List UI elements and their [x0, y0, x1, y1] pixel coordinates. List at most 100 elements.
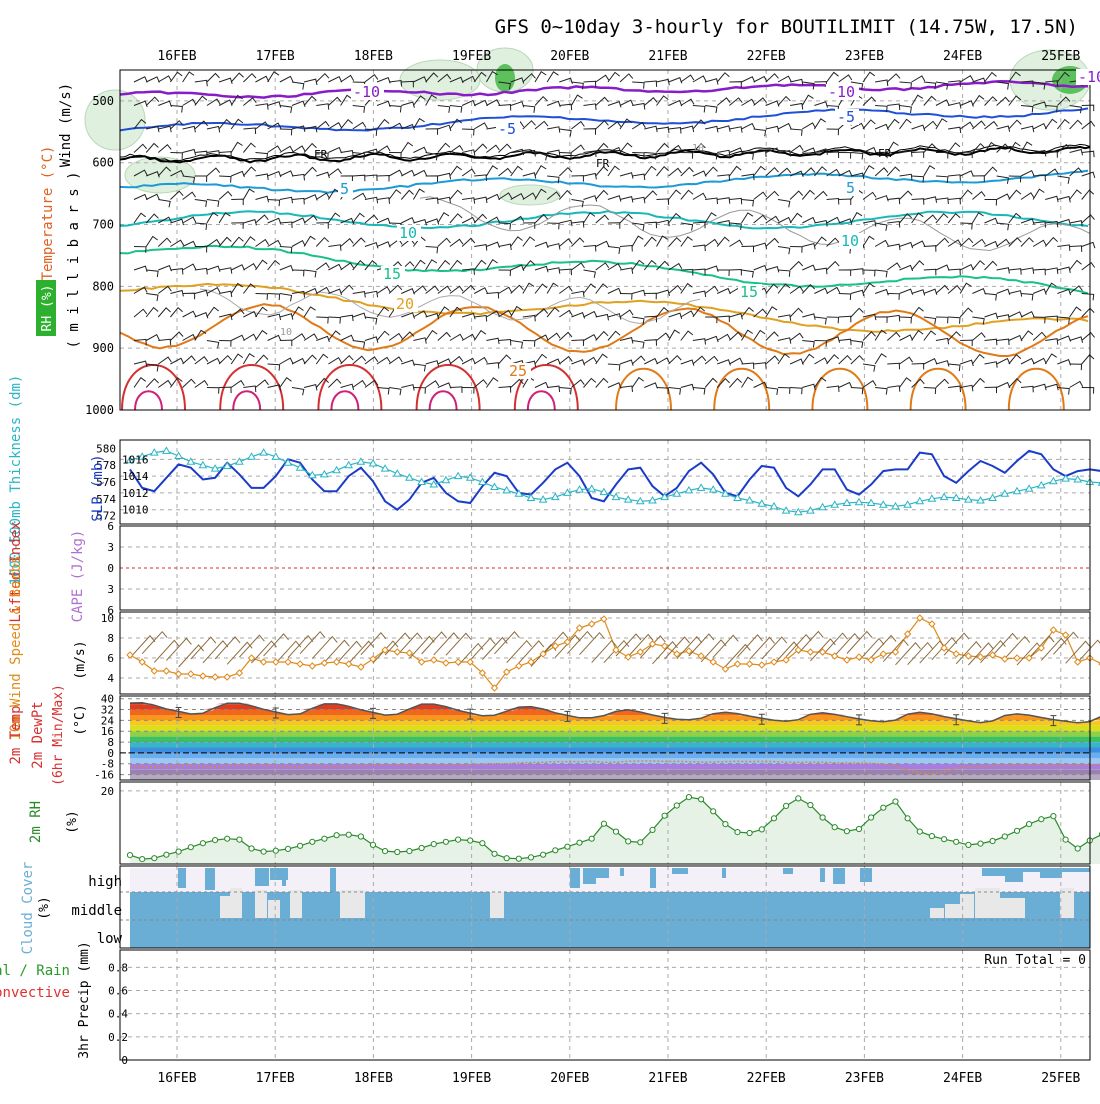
wind-barb — [1070, 120, 1082, 129]
wind-barb — [280, 171, 293, 177]
wind-barb — [304, 236, 315, 246]
wind-barb — [972, 192, 985, 200]
wind-barb — [790, 333, 803, 340]
wind-barb — [243, 167, 255, 176]
rh2m-point — [771, 816, 776, 821]
wind-barb — [766, 332, 779, 341]
wind-barb — [778, 76, 791, 82]
wind-barb — [802, 190, 814, 199]
wind-barb — [596, 284, 608, 294]
wind-barb — [924, 359, 937, 365]
rh2m-point — [200, 841, 205, 846]
wind-barb — [827, 355, 839, 364]
rh2m-point — [589, 836, 594, 841]
wind-barb — [766, 74, 779, 82]
wind-barb — [657, 333, 670, 340]
wind-barb — [316, 336, 329, 342]
wind-barb — [693, 356, 706, 364]
isotherm-25-bubble — [911, 369, 966, 410]
wind-barb — [1021, 386, 1033, 392]
wind-barb — [596, 263, 609, 270]
wind-barb — [729, 127, 742, 133]
wind-barb — [462, 238, 475, 246]
wind-barb — [559, 286, 572, 293]
wind-barb — [644, 222, 656, 228]
wind10-point — [224, 674, 230, 680]
wind-barb — [632, 82, 644, 89]
contour-label: -5 — [837, 108, 855, 126]
isotherm-35 — [528, 391, 555, 410]
wind-barb — [1009, 312, 1022, 318]
wind-barb — [790, 247, 802, 253]
wind-barb — [997, 82, 1009, 90]
wind-barb — [353, 313, 366, 319]
wind-barb — [243, 189, 254, 199]
wind-barb — [328, 148, 341, 154]
wind-barb — [900, 119, 912, 129]
isotherm-35 — [331, 391, 358, 410]
wind-barb — [814, 268, 827, 274]
wind-barb — [535, 72, 546, 82]
wind-barb — [328, 97, 341, 105]
wind-barb — [1033, 189, 1044, 199]
wind-barb — [887, 198, 899, 204]
wind-barb — [839, 383, 852, 389]
unit-wind10: (m/s) — [73, 640, 88, 679]
wind-barb — [669, 190, 681, 199]
wind-barb — [669, 313, 682, 319]
wind-barb — [158, 308, 170, 317]
wind-barb — [596, 379, 608, 388]
wind-barb — [985, 218, 998, 224]
wind10-barb — [422, 632, 447, 654]
contour-label: 20 — [396, 295, 414, 313]
wind-barb — [328, 358, 341, 364]
unit-cloud: (%) — [37, 896, 52, 919]
wind-barb — [705, 286, 718, 293]
wind-barb — [219, 356, 232, 364]
wind-barb — [134, 309, 147, 317]
wind-barb — [304, 195, 317, 201]
rh2m-point — [213, 838, 218, 843]
wind10-point — [589, 621, 595, 627]
rh2m-point — [468, 838, 473, 843]
wind-barb — [511, 237, 523, 247]
wind-barb — [547, 386, 560, 392]
contour-label: 5 — [846, 179, 855, 197]
date-label-top: 24FEB — [943, 49, 982, 64]
wind-barb — [353, 175, 365, 181]
wind-barb — [742, 270, 754, 278]
rh2m-point — [152, 856, 157, 861]
rh2m-point — [285, 846, 290, 851]
wind-barb — [183, 241, 196, 247]
wind-barb — [158, 357, 171, 364]
wind-barb — [134, 77, 147, 83]
wind-barb — [596, 315, 609, 321]
wind-barb — [729, 198, 741, 204]
wind-barb — [377, 218, 390, 224]
wind-barb — [681, 360, 694, 366]
wind-barb — [657, 388, 669, 395]
wind-barb — [353, 381, 366, 388]
wind-barb — [802, 314, 815, 320]
cloud-level-middle: middle — [71, 903, 122, 919]
wind-barb — [936, 153, 948, 159]
rh2m-point — [188, 845, 193, 850]
wind-barb — [377, 146, 390, 153]
wind-barb — [280, 106, 292, 114]
wind-barb — [620, 74, 633, 82]
rh2m-point — [723, 822, 728, 827]
rh2m-point — [626, 839, 631, 844]
wind-barb — [292, 359, 305, 365]
wind10-point — [188, 671, 194, 677]
wind-barb — [632, 356, 645, 364]
wind10-point — [321, 660, 327, 666]
wind-barb — [450, 261, 462, 271]
wind-barb — [462, 218, 475, 224]
date-label-top: 20FEB — [550, 49, 589, 64]
wind-barb — [632, 290, 645, 296]
wind10-point — [273, 659, 279, 665]
wind-barb — [887, 315, 900, 321]
wind-barb — [183, 150, 196, 156]
wind-barb — [644, 166, 656, 176]
wind-barb — [219, 291, 232, 297]
